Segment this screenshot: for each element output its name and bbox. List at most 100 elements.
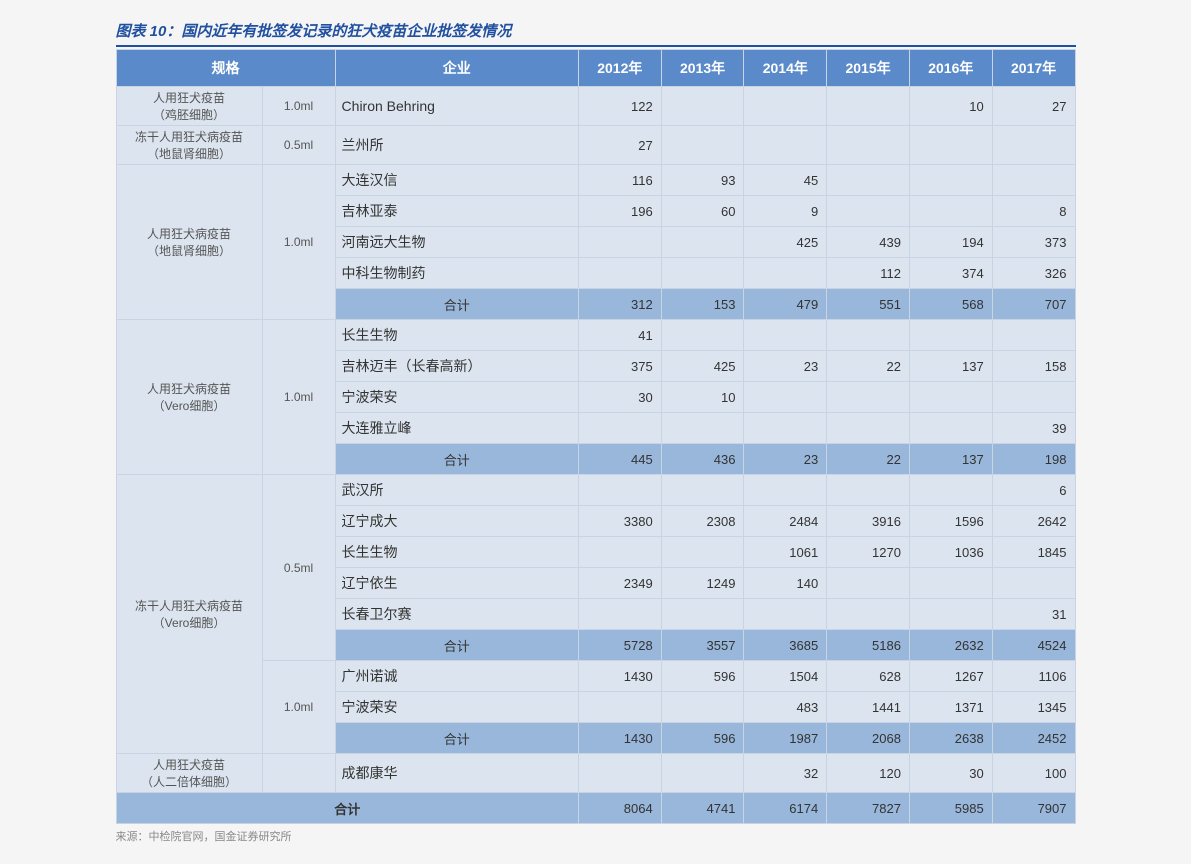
value-cell	[578, 537, 661, 568]
value-cell	[827, 320, 910, 351]
value-cell	[827, 599, 910, 630]
value-cell: 1430	[578, 723, 661, 754]
value-cell: 1596	[909, 506, 992, 537]
table-row: 人用狂犬疫苗（人二倍体细胞）成都康华3212030100	[116, 754, 1075, 793]
value-cell	[909, 320, 992, 351]
value-cell: 326	[992, 258, 1075, 289]
value-cell	[661, 475, 744, 506]
value-cell: 2484	[744, 506, 827, 537]
value-cell: 2349	[578, 568, 661, 599]
value-cell: 22	[827, 444, 910, 475]
value-cell: 93	[661, 165, 744, 196]
company-cell: 中科生物制药	[335, 258, 578, 289]
value-cell: 30	[578, 382, 661, 413]
value-cell: 116	[578, 165, 661, 196]
value-cell: 7827	[827, 793, 910, 824]
value-cell: 1504	[744, 661, 827, 692]
company-cell: 大连雅立峰	[335, 413, 578, 444]
value-cell	[827, 475, 910, 506]
value-cell: 196	[578, 196, 661, 227]
company-cell: 吉林亚泰	[335, 196, 578, 227]
value-cell	[661, 320, 744, 351]
value-cell	[744, 599, 827, 630]
header-row: 规格 企业 2012年 2013年 2014年 2015年 2016年 2017…	[116, 50, 1075, 87]
subtotal-label: 合计	[335, 630, 578, 661]
value-cell	[909, 568, 992, 599]
company-cell: 长春卫尔赛	[335, 599, 578, 630]
col-spec: 规格	[116, 50, 335, 87]
company-cell: 成都康华	[335, 754, 578, 793]
vol-cell: 0.5ml	[262, 126, 335, 165]
value-cell	[992, 126, 1075, 165]
value-cell: 198	[992, 444, 1075, 475]
value-cell: 7907	[992, 793, 1075, 824]
value-cell: 2632	[909, 630, 992, 661]
company-cell: 长生生物	[335, 537, 578, 568]
value-cell: 425	[744, 227, 827, 258]
company-cell: 武汉所	[335, 475, 578, 506]
value-cell: 6	[992, 475, 1075, 506]
value-cell	[827, 87, 910, 126]
subtotal-label: 合计	[335, 444, 578, 475]
value-cell: 707	[992, 289, 1075, 320]
col-2016: 2016年	[909, 50, 992, 87]
value-cell	[661, 258, 744, 289]
value-cell: 3685	[744, 630, 827, 661]
value-cell: 479	[744, 289, 827, 320]
value-cell: 10	[909, 87, 992, 126]
value-cell: 483	[744, 692, 827, 723]
value-cell	[744, 413, 827, 444]
value-cell	[744, 126, 827, 165]
value-cell: 1036	[909, 537, 992, 568]
subtotal-label: 合计	[335, 723, 578, 754]
value-cell: 23	[744, 444, 827, 475]
value-cell: 3557	[661, 630, 744, 661]
value-cell: 22	[827, 351, 910, 382]
grand-total-label: 合计	[116, 793, 578, 824]
value-cell: 445	[578, 444, 661, 475]
value-cell: 1061	[744, 537, 827, 568]
value-cell: 194	[909, 227, 992, 258]
value-cell: 158	[992, 351, 1075, 382]
value-cell	[827, 196, 910, 227]
value-cell	[909, 165, 992, 196]
value-cell: 2452	[992, 723, 1075, 754]
value-cell: 1267	[909, 661, 992, 692]
value-cell: 439	[827, 227, 910, 258]
value-cell: 32	[744, 754, 827, 793]
value-cell: 8	[992, 196, 1075, 227]
value-cell: 628	[827, 661, 910, 692]
vol-cell: 1.0ml	[262, 165, 335, 320]
spec-cell: 人用狂犬疫苗（鸡胚细胞）	[116, 87, 262, 126]
spec-cell: 人用狂犬病疫苗（Vero细胞）	[116, 320, 262, 475]
value-cell: 1987	[744, 723, 827, 754]
col-2014: 2014年	[744, 50, 827, 87]
value-cell	[661, 599, 744, 630]
value-cell	[744, 87, 827, 126]
value-cell	[909, 382, 992, 413]
company-cell: 兰州所	[335, 126, 578, 165]
value-cell	[578, 227, 661, 258]
value-cell: 5186	[827, 630, 910, 661]
value-cell	[578, 599, 661, 630]
company-cell: 大连汉信	[335, 165, 578, 196]
value-cell: 1345	[992, 692, 1075, 723]
value-cell: 375	[578, 351, 661, 382]
value-cell: 1371	[909, 692, 992, 723]
value-cell: 1106	[992, 661, 1075, 692]
value-cell	[661, 692, 744, 723]
col-2013: 2013年	[661, 50, 744, 87]
value-cell	[578, 754, 661, 793]
value-cell: 153	[661, 289, 744, 320]
value-cell: 373	[992, 227, 1075, 258]
value-cell: 436	[661, 444, 744, 475]
value-cell	[827, 382, 910, 413]
value-cell	[661, 537, 744, 568]
value-cell: 5985	[909, 793, 992, 824]
value-cell	[992, 320, 1075, 351]
col-company: 企业	[335, 50, 578, 87]
data-table: 规格 企业 2012年 2013年 2014年 2015年 2016年 2017…	[116, 49, 1076, 824]
value-cell: 39	[992, 413, 1075, 444]
spec-cell: 冻干人用狂犬病疫苗（地鼠肾细胞）	[116, 126, 262, 165]
company-cell: 辽宁依生	[335, 568, 578, 599]
